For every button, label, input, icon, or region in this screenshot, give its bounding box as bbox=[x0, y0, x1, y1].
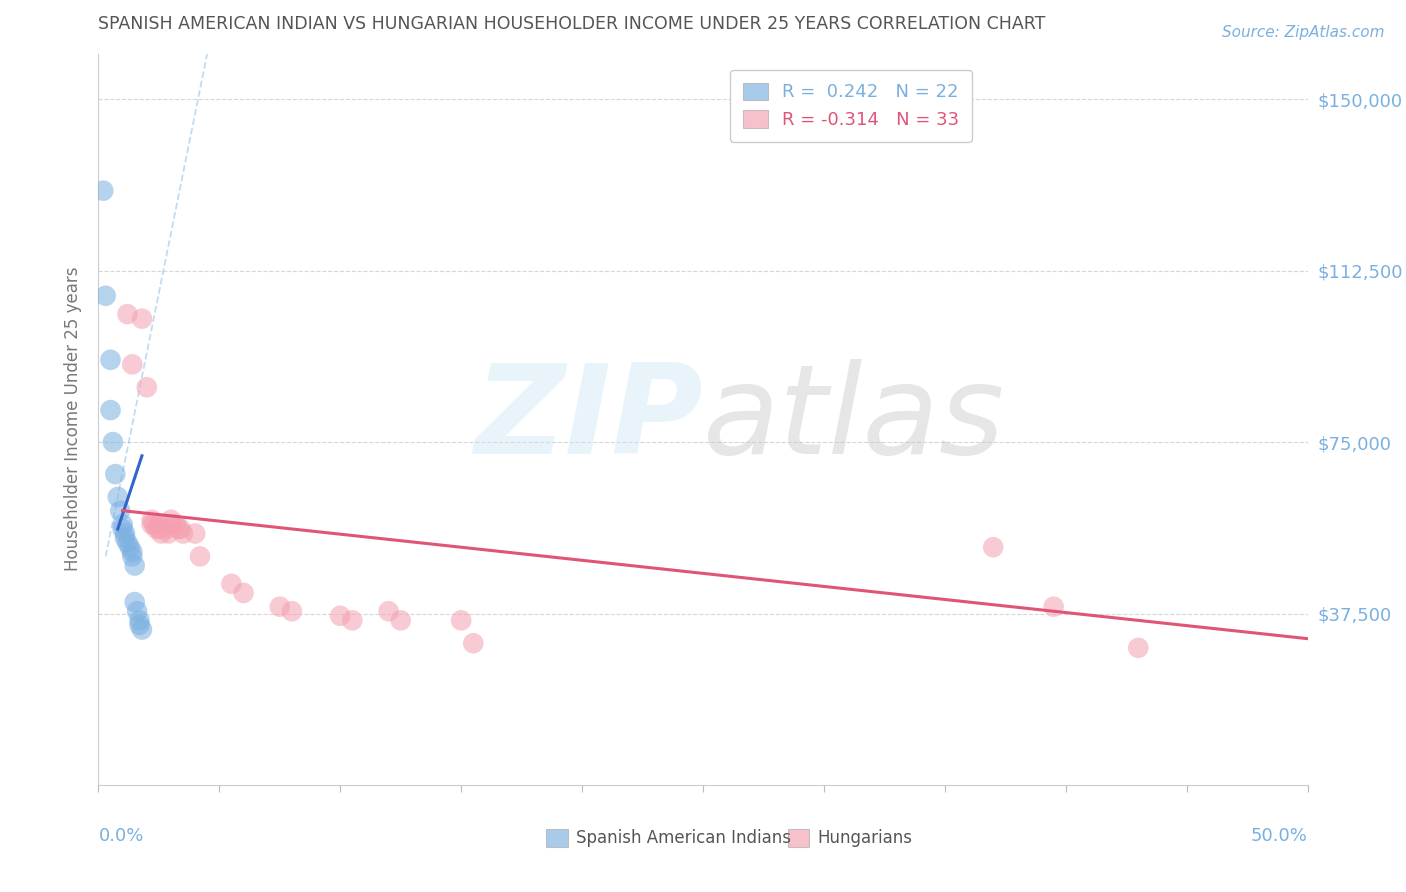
Point bbox=[118, 541, 141, 555]
Text: SPANISH AMERICAN INDIAN VS HUNGARIAN HOUSEHOLDER INCOME UNDER 25 YEARS CORRELATI: SPANISH AMERICAN INDIAN VS HUNGARIAN HOU… bbox=[98, 14, 1046, 32]
Point bbox=[221, 576, 243, 591]
Point bbox=[111, 522, 134, 536]
Point bbox=[157, 526, 180, 541]
Point bbox=[150, 526, 173, 541]
Point bbox=[121, 357, 143, 371]
Point bbox=[450, 614, 472, 628]
Point bbox=[981, 541, 1004, 555]
Text: Hungarians: Hungarians bbox=[818, 829, 912, 847]
Point bbox=[107, 490, 129, 504]
Legend: R =  0.242   N = 22, R = -0.314   N = 33: R = 0.242 N = 22, R = -0.314 N = 33 bbox=[730, 70, 972, 142]
Point bbox=[1042, 599, 1064, 614]
Point bbox=[155, 522, 177, 536]
Point bbox=[131, 311, 153, 326]
Point bbox=[169, 522, 191, 536]
Point bbox=[167, 522, 190, 536]
Point bbox=[389, 614, 412, 628]
Text: 50.0%: 50.0% bbox=[1251, 827, 1308, 845]
Point bbox=[111, 517, 134, 532]
Point bbox=[100, 352, 122, 367]
Point bbox=[141, 513, 163, 527]
Point bbox=[127, 604, 149, 618]
Point bbox=[100, 403, 122, 417]
Point bbox=[232, 586, 254, 600]
Text: atlas: atlas bbox=[703, 359, 1005, 480]
Point bbox=[114, 526, 136, 541]
Text: Spanish American Indians: Spanish American Indians bbox=[576, 829, 792, 847]
Point bbox=[148, 522, 170, 536]
Point bbox=[269, 599, 291, 614]
Text: Source: ZipAtlas.com: Source: ZipAtlas.com bbox=[1222, 25, 1385, 40]
Point bbox=[141, 517, 163, 532]
Point bbox=[124, 595, 146, 609]
Point bbox=[117, 535, 139, 549]
FancyBboxPatch shape bbox=[546, 829, 568, 847]
Point bbox=[342, 614, 364, 628]
Point bbox=[128, 618, 150, 632]
Point bbox=[184, 526, 207, 541]
Point bbox=[160, 517, 183, 532]
Point bbox=[121, 545, 143, 559]
Point bbox=[131, 623, 153, 637]
Point bbox=[104, 467, 127, 482]
Point bbox=[1128, 640, 1150, 655]
Point bbox=[117, 307, 139, 321]
Point bbox=[377, 604, 399, 618]
Text: 0.0%: 0.0% bbox=[98, 827, 143, 845]
Y-axis label: Householder Income Under 25 years: Householder Income Under 25 years bbox=[65, 267, 83, 572]
Point bbox=[114, 531, 136, 545]
Point bbox=[145, 522, 167, 536]
Point bbox=[143, 517, 166, 532]
Point bbox=[148, 517, 170, 532]
Point bbox=[188, 549, 211, 564]
Point bbox=[101, 435, 124, 450]
Point bbox=[329, 608, 352, 623]
Point bbox=[463, 636, 485, 650]
Point bbox=[121, 549, 143, 564]
Point bbox=[281, 604, 304, 618]
Point bbox=[128, 614, 150, 628]
Point bbox=[124, 558, 146, 573]
Text: ZIP: ZIP bbox=[474, 359, 703, 480]
Point bbox=[172, 526, 194, 541]
Point bbox=[94, 289, 117, 303]
Point bbox=[160, 513, 183, 527]
FancyBboxPatch shape bbox=[787, 829, 810, 847]
Point bbox=[135, 380, 157, 394]
Point bbox=[165, 517, 187, 532]
Point bbox=[91, 184, 114, 198]
Point bbox=[108, 503, 131, 517]
